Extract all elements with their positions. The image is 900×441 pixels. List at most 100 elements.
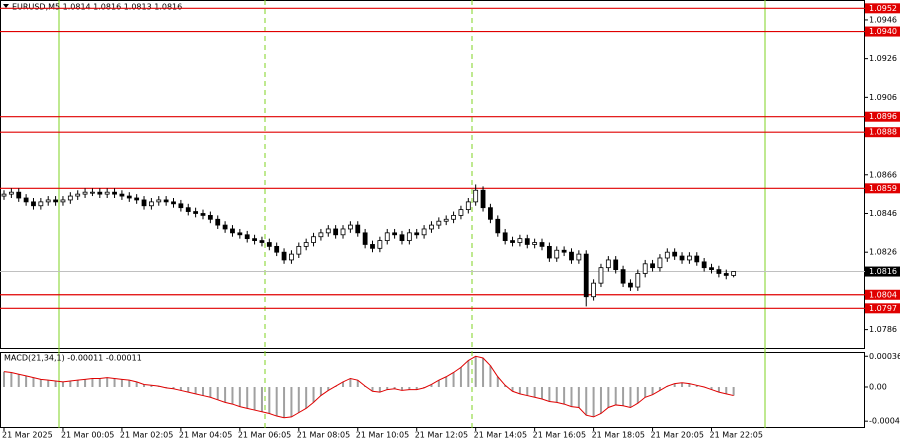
x-tick-label: 21 Mar 2025 [2, 431, 53, 440]
candle-body [289, 253, 294, 261]
level-label-box [865, 303, 900, 314]
candle-body [406, 232, 412, 241]
candle-body [75, 193, 81, 197]
candle-body [716, 269, 722, 274]
chart-title: EURUSD,M5 1.0814 1.0816 1.0813 1.0816 [12, 3, 182, 12]
candle-body [215, 218, 221, 226]
x-tick-label: 21 Mar 10:05 [356, 431, 409, 440]
candle-body [200, 213, 206, 216]
candle-body [230, 228, 235, 234]
candle-body [126, 195, 132, 199]
candle-body [355, 224, 361, 234]
candle-body [237, 232, 243, 236]
candle-body [178, 203, 184, 209]
y-tick-label: 1.0866 [869, 170, 897, 179]
candle-body [82, 191, 88, 195]
candle-body [296, 245, 302, 255]
level-label-box [865, 183, 900, 194]
candle-body [569, 251, 574, 261]
x-tick-label: 21 Mar 22:05 [710, 431, 763, 440]
macd-tick-label: -0.0004 [869, 417, 900, 426]
menu-arrow [3, 4, 9, 8]
level-label: 1.0940 [869, 27, 897, 36]
candle-body [709, 267, 714, 271]
candle-body [510, 240, 515, 243]
candle-body [16, 191, 22, 199]
candle-body [333, 228, 339, 236]
candle-body [524, 238, 530, 245]
candle-body [488, 207, 493, 220]
macd-panel-frame [0, 352, 865, 428]
y-tick-label: 1.0826 [869, 248, 897, 257]
candle-body [244, 234, 250, 240]
candle-body [443, 218, 449, 222]
candle-body [679, 255, 685, 261]
candle-body [414, 232, 420, 236]
candle-body [53, 199, 58, 203]
x-tick-label: 21 Mar 14:05 [474, 431, 527, 440]
candle-body [347, 224, 353, 230]
candle-body [362, 232, 368, 245]
candle-body [628, 282, 633, 288]
candle-body [458, 209, 464, 216]
macd-line [3, 355, 734, 419]
candle-body [495, 218, 501, 234]
candle-body [1, 193, 7, 197]
candle-body [340, 228, 346, 236]
candle-body [156, 199, 162, 203]
macd-tick-label: 0.00 [869, 383, 887, 392]
candle-body [281, 251, 287, 261]
candle-body [97, 191, 103, 195]
candle-body [546, 245, 552, 259]
candle-body [266, 242, 272, 247]
candle-body [532, 242, 538, 245]
candle-body [465, 201, 471, 211]
candle-body [119, 193, 125, 197]
y-tick-label: 1.0946 [869, 15, 897, 24]
level-label: 1.0896 [869, 112, 897, 121]
candle-body [561, 249, 567, 253]
candle-body [517, 238, 523, 243]
level-label-box [865, 127, 900, 138]
y-tick-label: 1.0846 [869, 209, 897, 218]
candle-body [672, 251, 678, 257]
candle-body [60, 199, 66, 203]
x-tick-label: 21 Mar 04:05 [179, 431, 232, 440]
current-price-label: 1.0816 [869, 267, 897, 276]
candle-body [193, 211, 199, 214]
candle-body [451, 215, 456, 220]
candle-body [583, 253, 589, 298]
current-price-box [865, 266, 900, 277]
candle-body [377, 240, 383, 249]
candle-body [148, 201, 154, 207]
candle-body [90, 191, 95, 194]
candle-body [620, 269, 626, 284]
candle-body [318, 232, 324, 238]
candle-body [664, 251, 670, 259]
level-label-box [865, 26, 900, 37]
x-tick-label: 21 Mar 08:05 [297, 431, 350, 440]
candle-body [370, 244, 375, 249]
candle-body [613, 259, 619, 271]
x-tick-label: 21 Mar 06:05 [238, 431, 291, 440]
level-label-box [865, 289, 900, 300]
candle-body [502, 232, 508, 241]
level-label: 1.0952 [869, 4, 897, 13]
candle-body [694, 255, 700, 263]
candle-body [185, 207, 191, 212]
candle-body [605, 259, 611, 269]
candle-body [8, 191, 14, 195]
candle-body [473, 189, 479, 203]
level-label-box [865, 3, 900, 14]
candle-body [436, 220, 442, 226]
candle-body [635, 273, 641, 288]
level-label-box [865, 111, 900, 122]
x-tick-label: 21 Mar 20:05 [651, 431, 704, 440]
level-label: 1.0797 [869, 304, 897, 313]
candle-body [731, 271, 737, 276]
candle-body [171, 201, 176, 205]
x-tick-label: 21 Mar 18:05 [592, 431, 645, 440]
candle-body [591, 282, 596, 298]
